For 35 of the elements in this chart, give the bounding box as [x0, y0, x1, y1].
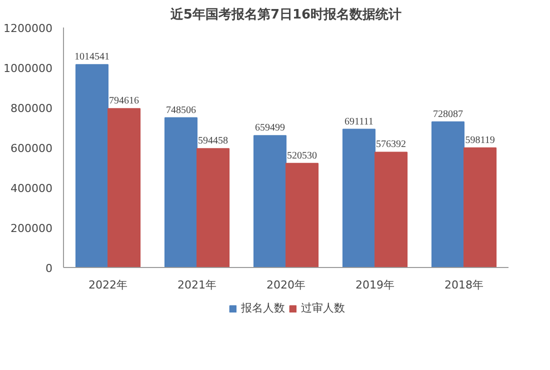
data-label: 598119	[465, 134, 495, 146]
legend-label: 过审人数	[301, 300, 345, 316]
bar	[431, 121, 464, 268]
data-label: 748506	[166, 104, 196, 116]
x-tick-label: 2018年	[444, 278, 484, 292]
bar	[342, 128, 376, 268]
data-label: 728087	[432, 108, 463, 120]
y-tick-label: 600000	[10, 142, 53, 155]
y-tick-label: 0	[46, 262, 52, 275]
data-label: 691111	[344, 116, 374, 128]
y-tick-label: 200000	[10, 222, 53, 235]
bar	[196, 148, 230, 268]
data-label: 576392	[376, 139, 406, 150]
x-tick-label: 2020年	[266, 278, 306, 292]
chart-title: 近5年国考报名第7日16时报名数据统计	[169, 6, 402, 22]
bar	[108, 108, 141, 268]
legend-label: 报名人数	[241, 300, 285, 316]
y-tick-label: 1200000	[4, 22, 53, 35]
data-label: 659499	[254, 122, 285, 134]
x-tick-label: 2019年	[356, 278, 395, 292]
y-tick-label: 1000000	[4, 62, 53, 75]
bar	[164, 117, 198, 268]
y-tick-label: 400000	[10, 182, 53, 195]
bar	[253, 135, 286, 268]
x-tick-label: 2022年	[88, 278, 128, 292]
bar	[75, 64, 108, 268]
data-label: 594458	[198, 136, 228, 147]
data-label: 794616	[109, 96, 140, 107]
bar	[464, 147, 497, 268]
x-tick-label: 2021年	[178, 278, 217, 292]
data-label: 1014541	[74, 52, 110, 63]
bar	[286, 162, 319, 268]
bar	[374, 152, 408, 268]
data-label: 520530	[287, 150, 318, 162]
y-tick-label: 800000	[10, 102, 53, 115]
